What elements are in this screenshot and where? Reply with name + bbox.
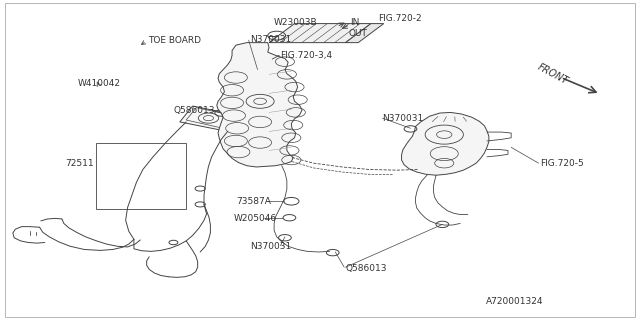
Text: 73587A: 73587A [236,197,271,206]
Text: A720001324: A720001324 [486,297,543,306]
Text: N370031: N370031 [250,242,291,251]
Polygon shape [269,24,371,43]
Text: 72511: 72511 [65,159,93,168]
Polygon shape [346,24,384,43]
Polygon shape [217,43,302,167]
Text: FRONT: FRONT [536,61,570,86]
Text: W205046: W205046 [234,214,277,223]
Text: OUT: OUT [349,29,367,38]
Text: FIG.720-5: FIG.720-5 [540,159,584,168]
Text: TOE BOARD: TOE BOARD [148,36,201,44]
Text: N370031: N370031 [250,35,291,44]
Text: Q586013: Q586013 [346,264,387,273]
Text: N370031: N370031 [383,114,424,123]
Text: W410042: W410042 [78,79,121,88]
Text: W23003B: W23003B [274,19,317,28]
Text: FIG.720-3,4: FIG.720-3,4 [280,51,333,60]
Polygon shape [180,106,241,132]
Text: FIG.720-2: FIG.720-2 [379,14,422,23]
Text: IN: IN [351,18,360,27]
Text: Q586013: Q586013 [173,106,215,115]
Polygon shape [401,112,489,175]
